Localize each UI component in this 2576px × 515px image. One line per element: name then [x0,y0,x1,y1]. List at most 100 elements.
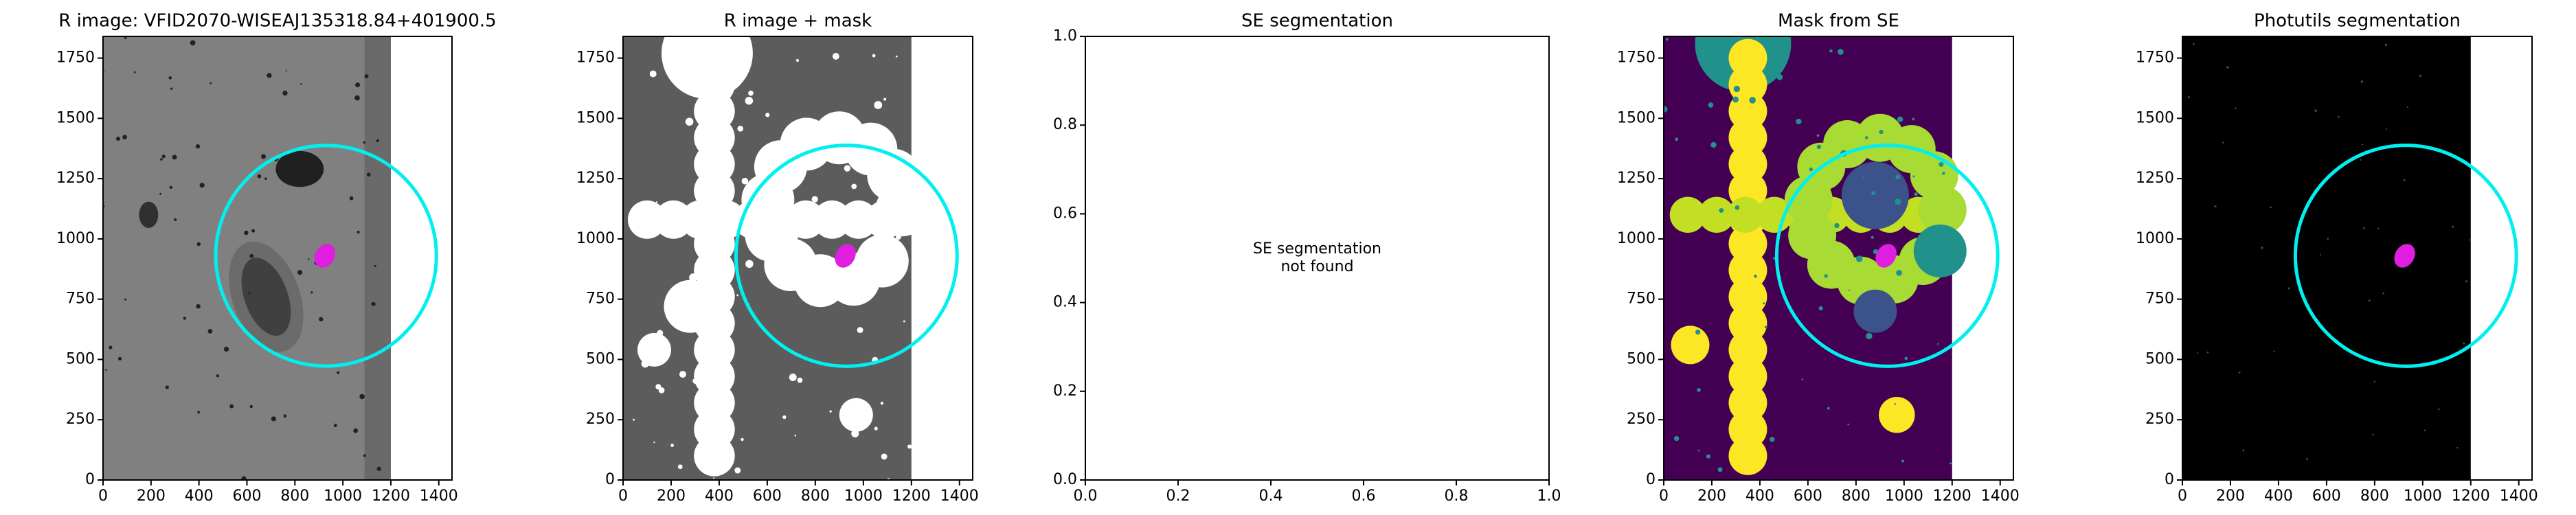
star [712,477,715,479]
source [2394,244,2415,268]
star [1818,306,1823,311]
panel: R image + mask 0 200 400 600 800 1000 1200 1400 0… [576,11,979,505]
star [1901,459,1904,463]
star [657,330,664,336]
y-tick-label: 1000 [56,230,95,247]
x-tick-label: 800 [2360,488,2389,505]
star [874,101,883,109]
star [1894,403,1897,405]
star [2327,238,2329,240]
blob [1728,38,1767,78]
y-tick-label: 1750 [1617,49,1656,67]
y-tick-label: 1250 [1617,170,1656,187]
star [308,258,310,260]
star [692,378,699,385]
star [170,87,173,90]
blob [707,200,746,239]
y-tick-label: 1500 [2136,109,2174,126]
axes-frame [622,36,973,481]
star [1897,116,1903,122]
blob [627,200,666,239]
star [2214,205,2217,208]
star [359,393,365,400]
aperture [734,144,959,368]
star [257,174,262,179]
x-tick-label: 200 [657,488,686,505]
blob [694,64,735,105]
star [122,135,127,140]
y-tick-label: 1500 [1617,109,1656,126]
star [333,424,337,428]
star [2242,449,2245,452]
blob [637,332,671,367]
y-tick-label: 0.6 [1053,205,1077,222]
star [2363,227,2365,229]
star [319,317,324,321]
star [1866,332,1873,340]
star [2465,280,2467,283]
star [168,76,172,80]
star [1764,325,1767,329]
star [741,437,744,442]
star [190,40,196,46]
star [133,71,136,73]
star [2197,352,2199,354]
panel-title: Mask from SE [1778,11,1899,32]
y-tick-label: 1000 [2136,230,2174,247]
star [1732,96,1739,103]
x-tick-label: 1000 [324,488,362,505]
blob [1728,436,1767,475]
star [736,294,738,297]
star [1871,191,1875,196]
star [721,297,726,302]
star [1706,454,1711,459]
star [1871,236,1874,239]
star [2238,371,2241,374]
star [1848,289,1851,291]
star [789,374,797,381]
star [2287,287,2290,290]
star [196,304,201,309]
galaxy [275,150,324,187]
star [1749,97,1756,104]
blob [1728,330,1767,369]
star [2270,206,2272,209]
panel-title: R image: VFID2070-WISEAJ135318.84+401900… [58,11,496,32]
blob [1784,175,1833,224]
x-tick-label: 1400 [1981,488,2020,505]
y-tick-label: 250 [2145,411,2174,428]
star [1664,106,1668,113]
blob [664,279,717,333]
star [653,442,655,444]
x-tick-label: 200 [137,488,166,505]
star [1733,85,1741,93]
y-tick-label: 1750 [2136,49,2174,67]
star [2187,96,2190,99]
star [741,177,749,185]
star [1665,38,1669,41]
y-tick-label: 1250 [2136,170,2174,187]
blob [680,200,719,239]
y-tick-label: 1750 [56,49,95,67]
y-tick-label: 750 [586,290,615,308]
star [1675,137,1679,141]
star [1912,175,1915,178]
star [2419,74,2421,77]
panel: R image: VFID2070-WISEAJ135318.84+401900… [56,11,497,505]
blob [1698,196,1735,233]
star [765,113,770,117]
star [109,345,113,350]
star [880,402,884,405]
star [2373,380,2375,383]
axes-frame [2182,36,2533,481]
star [353,428,359,433]
x-tick-label: 1200 [892,488,931,505]
y-tick-label: 250 [66,411,95,428]
blob [1728,410,1767,449]
star [2463,342,2465,345]
x-tick-label: 1400 [420,488,458,505]
y-tick-label: 750 [2145,290,2174,308]
y-tick-label: 1500 [576,109,615,126]
star [894,168,898,171]
blob [1728,304,1767,343]
